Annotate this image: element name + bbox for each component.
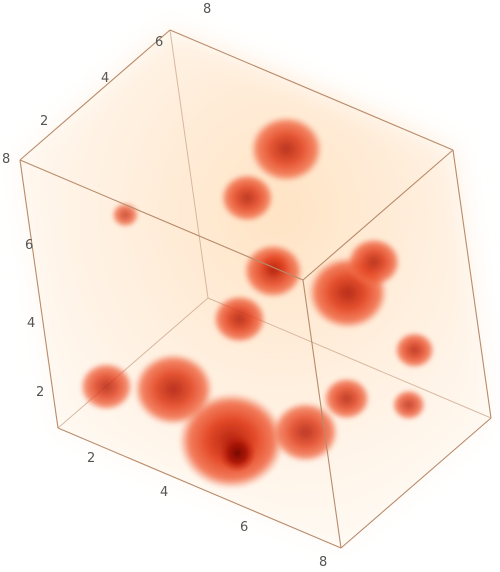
y-tick-label: 4: [101, 71, 109, 86]
density-blob: [347, 238, 401, 287]
density-core: [218, 433, 256, 473]
box-edge-front: [302, 149, 454, 281]
density-blob: [220, 173, 274, 222]
y-tick-label: 6: [155, 35, 163, 50]
y-tick-label: 8: [203, 2, 211, 17]
box-edge-front: [302, 279, 342, 549]
z-tick-label: 6: [25, 238, 33, 253]
y-tick-label: 2: [40, 114, 48, 129]
density-blob: [80, 362, 133, 411]
x-tick-label: 4: [160, 485, 168, 500]
density-blob: [272, 402, 339, 463]
density-blob: [392, 389, 426, 420]
box-edge-front: [19, 159, 59, 429]
box-edge-front: [19, 29, 171, 161]
z-axis: 2 4 6 8: [2, 152, 44, 400]
z-tick-label: 4: [27, 316, 35, 331]
density-blob: [133, 353, 214, 426]
box-edge-back: [57, 297, 209, 429]
x-tick-label: 8: [319, 555, 327, 570]
density-blob: [394, 332, 435, 369]
box-edge-front: [340, 417, 492, 549]
box-edge-front: [452, 149, 492, 419]
box-edge-front: [169, 29, 454, 151]
box-edge-back: [169, 29, 209, 299]
density-blob: [323, 377, 370, 420]
box-edge-front: [57, 427, 342, 549]
x-tick-label: 6: [240, 520, 248, 535]
density-blob: [213, 295, 266, 344]
density-blob: [250, 116, 323, 183]
density-blob: [243, 244, 303, 298]
density-blob: [112, 202, 139, 227]
box-edge-front: [19, 159, 304, 281]
z-tick-label: 8: [2, 152, 10, 167]
box-front-edges: [19, 29, 492, 549]
x-tick-label: 2: [87, 451, 95, 466]
density-blobs: [80, 116, 435, 489]
y-axis: 2 4 6 8: [40, 2, 211, 129]
x-axis: 2 4 6 8: [87, 451, 327, 570]
z-tick-label: 2: [36, 385, 44, 400]
